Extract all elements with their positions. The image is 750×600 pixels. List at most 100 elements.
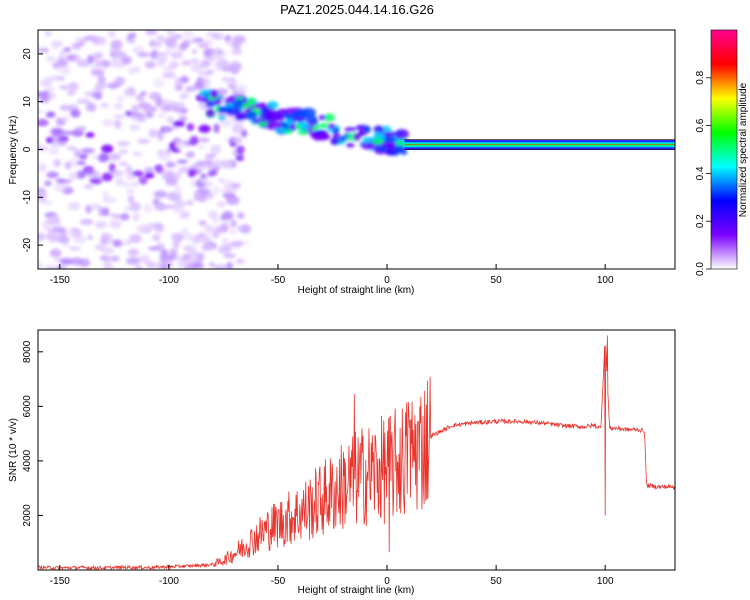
- spectrogram-speckle-blob: [63, 47, 72, 52]
- spectrogram-speckle-blob: [135, 117, 147, 123]
- spectrogram-energy-blob: [332, 127, 340, 134]
- colorbar-tick-label: 0.8: [695, 70, 706, 84]
- spectrogram-energy-blob: [274, 127, 289, 134]
- spectrogram-speckle-blob: [209, 261, 216, 268]
- snr-frame: [37, 329, 676, 571]
- colorbar-tick-label: 0.2: [695, 214, 706, 228]
- spectrogram-speckle-blob: [173, 200, 186, 208]
- spectrogram-speckle: [38, 30, 409, 269]
- spectrogram-speckle-blob: [115, 50, 127, 59]
- snr-x-ticks: -150 -100 -50 0 50 100: [50, 565, 614, 587]
- spectrogram-y-tick-label: -10: [22, 190, 33, 205]
- spectrogram-energy-blob: [394, 129, 409, 140]
- spectrogram-speckle-blob: [118, 149, 129, 155]
- spectrogram-speckle-blob: [85, 132, 95, 138]
- spectrogram-speckle-blob: [107, 236, 114, 245]
- spectrogram-speckle-blob: [92, 52, 100, 63]
- spectrogram-speckle-blob: [73, 148, 81, 158]
- spectrogram-speckle-blob: [123, 87, 136, 97]
- spectrogram-speckle-blob: [121, 182, 135, 187]
- spectrogram-speckle-blob: [173, 185, 183, 196]
- spectrogram-energy-blob: [245, 110, 258, 121]
- spectrogram-speckle-blob: [199, 235, 212, 244]
- spectrogram-energy-blob: [267, 100, 279, 110]
- spectrogram-speckle-blob: [229, 63, 240, 70]
- spectrogram-speckle-blob: [122, 56, 133, 65]
- spectrogram-x-tick-label: 50: [491, 275, 503, 286]
- spectrogram-energy-blob: [234, 116, 245, 121]
- spectrogram-speckle-blob: [48, 237, 61, 243]
- snr-y-tick-label: 6000: [22, 395, 33, 418]
- spectrogram-speckle-blob: [38, 233, 45, 242]
- spectrogram-speckle-blob: [167, 116, 174, 124]
- spectrogram-energy-blob: [241, 102, 251, 108]
- spectrogram-speckle-blob: [149, 39, 156, 47]
- spectrogram-speckle-blob: [174, 77, 182, 83]
- snr-x-tick-label: -100: [159, 576, 179, 587]
- snr-series-line: [38, 335, 675, 570]
- spectrogram-speckle-blob: [237, 212, 245, 219]
- spectrogram-speckle-blob: [119, 213, 130, 221]
- spectrogram-speckle-blob: [127, 248, 139, 257]
- spectrogram-energy-blob: [218, 114, 226, 121]
- spectrogram-speckle-blob: [159, 265, 168, 269]
- spectrogram-speckle-blob: [66, 145, 77, 151]
- snr-panel: -150 -100 -50 0 50 100 2000 4000 6000 8000 Heigh…: [8, 329, 676, 596]
- spectrogram-speckle-blob: [196, 253, 204, 264]
- spectrogram-speckle-blob: [216, 201, 227, 208]
- colorbar-label: Normalized spectral amplitude: [738, 82, 749, 217]
- spectrogram-y-tick-label: 20: [22, 48, 33, 60]
- spectrogram-speckle-blob: [212, 217, 219, 224]
- spectrogram-speckle-blob: [171, 33, 183, 40]
- spectrogram-speckle-blob: [157, 151, 171, 161]
- spectrogram-speckle-blob: [197, 79, 209, 84]
- spectrogram-speckle-blob: [213, 123, 220, 134]
- spectrogram-speckle-blob: [47, 56, 61, 61]
- snr-y-tick-label: 8000: [22, 340, 33, 363]
- spectrogram-speckle-blob: [148, 128, 159, 138]
- spectrogram-y-tick-label: 10: [22, 96, 33, 108]
- spectrogram-speckle-blob: [148, 246, 160, 251]
- spectrogram-speckle-blob: [59, 84, 70, 90]
- spectrogram-speckle-blob: [131, 181, 139, 188]
- spectrogram-speckle-blob: [89, 177, 103, 185]
- spectrogram-speckle-blob: [180, 76, 189, 84]
- spectrogram-speckle-blob: [38, 142, 44, 147]
- spectrogram-speckle-blob: [189, 58, 200, 64]
- colorbar-tick-label: 0.4: [695, 166, 706, 180]
- spectrogram-speckle-blob: [164, 49, 171, 56]
- spectrogram-speckle-blob: [90, 68, 105, 77]
- spectrogram-speckle-blob: [179, 211, 191, 219]
- spectrogram-speckle-blob: [99, 102, 109, 109]
- spectrogram-speckle-blob: [126, 188, 135, 195]
- spectrogram-speckle-blob: [170, 51, 183, 59]
- spectrogram-speckle-blob: [140, 91, 147, 97]
- spectrogram-energy-blob: [318, 114, 327, 121]
- spectrogram-speckle-blob: [58, 50, 66, 61]
- spectrogram-energy-blob: [263, 116, 279, 123]
- snr-x-tick-label: 0: [384, 576, 390, 587]
- spectrogram-speckle-blob: [157, 112, 166, 118]
- spectrogram-speckle-blob: [45, 111, 56, 118]
- spectrogram-speckle-blob: [186, 123, 195, 131]
- spectrogram-speckle-blob: [102, 191, 110, 199]
- spectrogram-speckle-blob: [56, 57, 69, 68]
- snr-plot-area: [38, 335, 675, 570]
- spectrogram-speckle-blob: [153, 190, 168, 199]
- colorbar: 0.0 0.2 0.4 0.6 0.8 Normalized spectral ampl…: [695, 29, 749, 276]
- spectrogram-speckle-blob: [222, 192, 236, 199]
- colorbar-tick-label: 0.0: [695, 262, 706, 276]
- spectrogram-speckle-blob: [162, 204, 176, 209]
- spectrogram-speckle-blob: [67, 158, 81, 168]
- spectrogram-energy-blob: [290, 123, 297, 131]
- spectrogram-speckle-blob: [183, 244, 197, 252]
- spectrogram-x-tick-label: 100: [597, 275, 614, 286]
- spectrogram-speckle-blob: [126, 175, 135, 180]
- spectrogram-speckle-blob: [108, 162, 116, 173]
- spectrogram-speckle-blob: [46, 136, 54, 144]
- spectrogram-speckle-blob: [189, 135, 200, 146]
- spectrogram-energy-blob: [381, 141, 397, 148]
- spectrogram-speckle-blob: [62, 242, 70, 247]
- spectrogram-energy-blob: [220, 106, 235, 114]
- spectrogram-speckle-blob: [226, 79, 238, 85]
